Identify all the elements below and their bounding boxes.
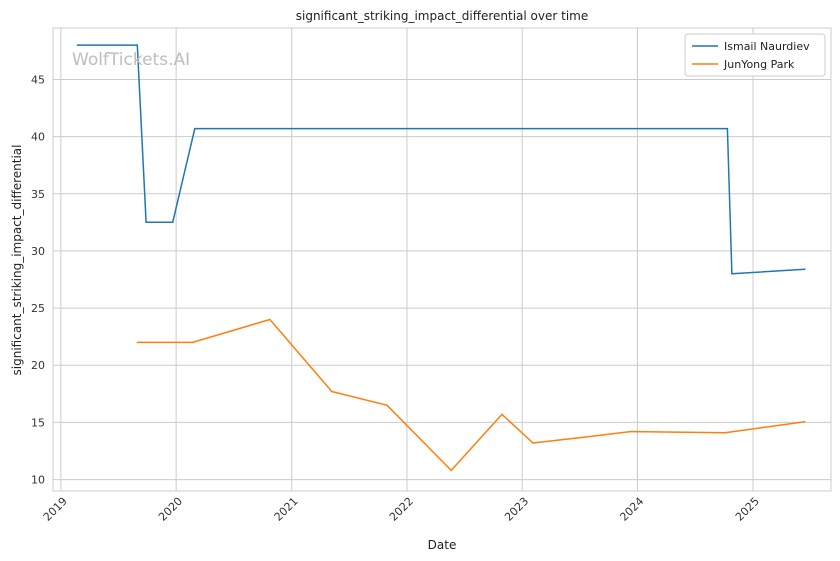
data-point-junyong-park [191,341,194,344]
chart-title: significant_striking_impact_differential… [296,9,588,23]
data-point-ismail-naurdiev [804,268,806,271]
data-point-junyong-park [269,318,271,321]
legend-box [684,33,826,77]
plot-area [53,28,831,491]
y-tick-label: 45 [31,73,45,86]
legend-label-junyong-park: JunYong Park [723,58,795,71]
data-point-junyong-park [804,421,806,423]
watermark: WolfTickets.AI [72,50,190,70]
data-point-junyong-park [386,404,388,407]
data-point-junyong-park [583,436,585,439]
y-axis-title: significant_striking_impact_differential [10,145,24,376]
data-point-ismail-naurdiev [145,221,147,224]
data-point-junyong-park [501,413,503,416]
series-lines [76,44,806,472]
data-point-junyong-park [724,431,726,434]
x-axis-title: Date [428,538,457,552]
y-tick-label: 20 [31,359,45,372]
data-point-junyong-park [532,442,534,444]
series-line-ismail-naurdiev [77,44,805,275]
y-tick-label: 30 [31,245,45,258]
data-point-junyong-park [629,430,631,433]
series-line-junyong-park [137,318,805,472]
data-point-junyong-park [331,390,333,393]
legend: Ismail Naurdiev JunYong Park [684,33,826,77]
y-axis-ticks: 10 15 20 25 30 35 40 45 [31,73,45,486]
data-point-junyong-park [136,341,139,344]
grid [53,28,831,491]
y-tick-label: 10 [31,474,45,487]
y-tick-label: 35 [31,188,45,201]
data-point-ismail-naurdiev [171,221,174,224]
data-point-ismail-naurdiev [76,44,79,46]
data-point-junyong-park [450,469,453,472]
y-tick-label: 15 [31,416,45,429]
data-point-ismail-naurdiev [731,273,733,275]
legend-label-ismail-naurdiev: Ismail Naurdiev [724,40,810,53]
y-tick-label: 25 [31,302,45,315]
plot-border [52,27,832,492]
data-point-ismail-naurdiev [194,127,196,130]
data-point-ismail-naurdiev [726,127,729,130]
data-point-ismail-naurdiev [136,44,139,46]
y-tick-label: 40 [31,131,45,144]
